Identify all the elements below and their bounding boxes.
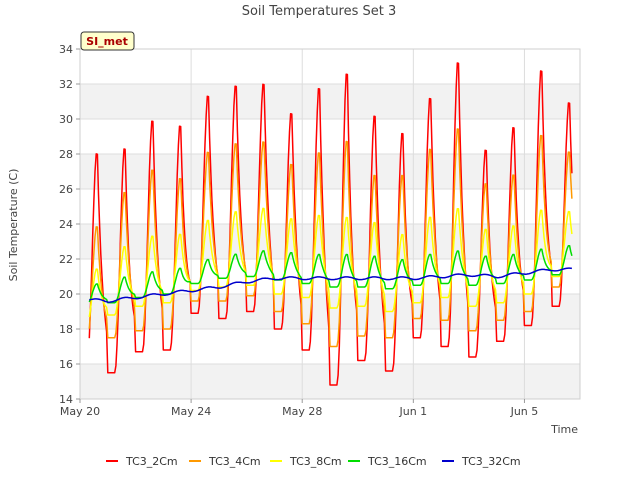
y-tick-label: 28 [59,148,73,161]
y-tick-label: 16 [59,358,73,371]
legend-label: TC3_8Cm [289,455,342,468]
y-tick-label: 22 [59,253,73,266]
x-tick-label: Jun 1 [398,405,427,418]
y-tick-label: 18 [59,323,73,336]
chart-title: Soil Temperatures Set 3 [242,4,397,19]
legend-label: TC3_4Cm [208,455,261,468]
site-badge-text: SI_met [86,35,128,48]
y-tick-label: 14 [59,393,73,406]
legend: TC3_2Cm TC3_4Cm TC3_8Cm TC3_16Cm TC3_32Cm [106,455,521,468]
site-badge-box [80,31,135,51]
x-axis-label: Time [550,423,578,436]
legend-label: TC3_32Cm [461,455,521,468]
x-tick-label: May 28 [282,405,322,418]
y-tick-label: 20 [59,288,73,301]
y-tick-label: 24 [59,218,73,231]
y-axis-label: Soil Temperature (C) [7,169,20,282]
y-tick-label: 34 [59,43,73,56]
y-tick-label: 32 [59,78,73,91]
plot-band [80,154,580,189]
series-lines [88,62,573,386]
legend-label: TC3_2Cm [125,455,178,468]
y-tick-label: 26 [59,183,73,196]
x-axis: May 20 May 24 May 28 Jun 1 Jun 5 [60,399,538,418]
series-line-tc3_4cm [88,128,573,348]
plot-band [80,224,580,259]
x-tick-label: May 20 [60,405,100,418]
site-badge: SI_met [80,31,135,51]
y-axis: 14 16 18 20 22 24 26 28 30 32 34 [59,43,80,406]
series-line-tc3_32cm [89,267,573,303]
plot-band [80,84,580,119]
legend-label: TC3_16Cm [367,455,427,468]
y-tick-label: 30 [59,113,73,126]
x-tick-label: Jun 5 [510,405,539,418]
x-tick-label: May 24 [171,405,211,418]
